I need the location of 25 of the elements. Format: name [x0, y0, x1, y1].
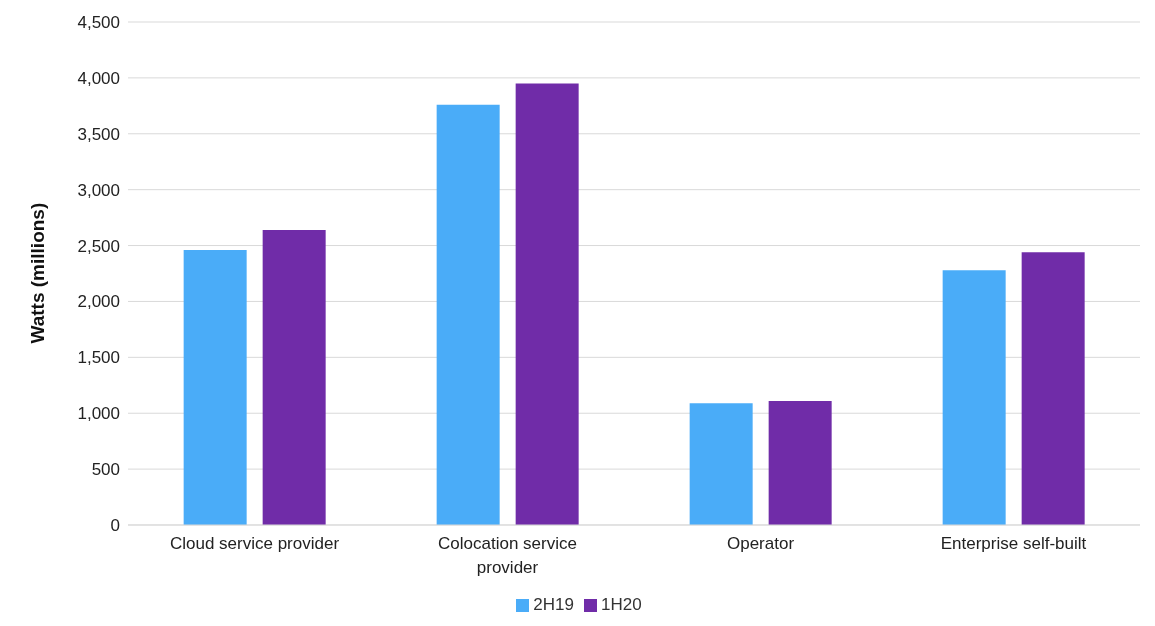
y-tick-label: 500 [91, 460, 120, 480]
bar [436, 104, 500, 525]
bar [1021, 252, 1085, 525]
y-tick-label: 2,000 [77, 292, 120, 312]
y-tick-label: 3,000 [77, 180, 120, 200]
x-tick-label: Cloud service provider [169, 534, 340, 553]
y-tick-label: 4,000 [77, 68, 120, 88]
bar [689, 403, 753, 525]
y-tick-label: 0 [110, 516, 120, 536]
legend-label: 1H20 [601, 595, 642, 614]
y-tick-label: 2,500 [77, 236, 120, 256]
x-tick-label: Colocation service provider [438, 534, 577, 577]
bar [942, 270, 1006, 525]
bar [183, 250, 247, 525]
bar [768, 400, 832, 525]
bar [515, 83, 579, 525]
y-tick-label: 1,000 [77, 404, 120, 424]
x-tick-label: Enterprise self-built [940, 534, 1087, 553]
y-tick-label: 3,500 [77, 124, 120, 144]
y-tick-label: 1,500 [77, 348, 120, 368]
bar [262, 229, 326, 525]
x-tick-label: Operator [726, 534, 795, 553]
y-axis-title: Watts (millions) [26, 202, 48, 344]
y-tick-label: 4,500 [77, 13, 120, 33]
legend-label: 2H19 [533, 595, 574, 614]
